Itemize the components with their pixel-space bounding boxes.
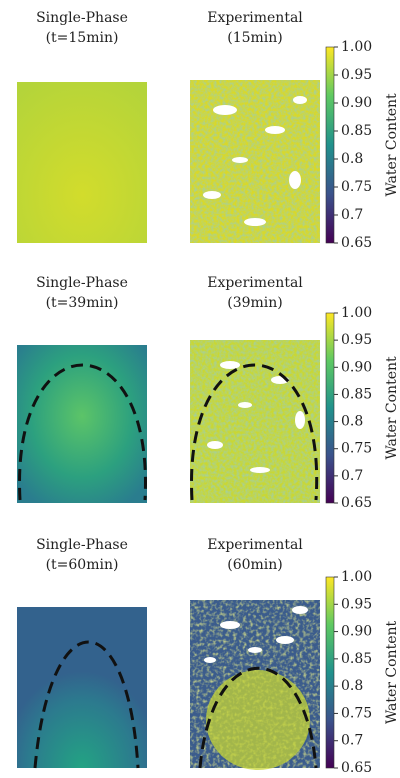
colorbar-tick-label: 0.85 — [341, 386, 372, 402]
colorbar-tick-label: 0.75 — [341, 179, 372, 195]
colorbar-label: Water Content — [384, 620, 400, 724]
panel-title: (t=39min) — [46, 295, 119, 311]
colorbar-tick-label: 0.65 — [341, 760, 372, 776]
front-curve — [190, 363, 319, 501]
colorbar-tick-label: 0.8 — [341, 678, 363, 694]
colorbar-tick-label: 0.95 — [341, 596, 372, 612]
colorbar-tick-label: 0.95 — [341, 332, 372, 348]
panel-title: Experimental — [207, 10, 303, 26]
row-2 — [17, 340, 320, 503]
colorbar-tick-label: 1.00 — [341, 305, 372, 321]
pores — [204, 606, 308, 663]
panel-title: Experimental — [207, 275, 303, 291]
simulation-map — [17, 82, 147, 243]
row-1 — [17, 80, 320, 243]
colorbar-tick-label: 0.75 — [341, 441, 372, 457]
colorbar — [325, 312, 335, 504]
colorbar-tick-label: 0.90 — [341, 359, 372, 375]
colorbar-tick-label: 0.65 — [341, 495, 372, 511]
colorbar-tick-label: 0.85 — [341, 651, 372, 667]
panel-title: Single-Phase — [36, 10, 128, 26]
colorbar-label: Water Content — [384, 356, 400, 460]
colorbar-tick-label: 0.65 — [341, 235, 372, 251]
row-3 — [17, 600, 320, 770]
colorbar-tick-label: 0.90 — [341, 624, 372, 640]
colorbar — [325, 576, 335, 769]
colorbar-tick-label: 0.7 — [341, 468, 363, 484]
panel-title: Experimental — [207, 537, 303, 553]
front-curve — [33, 640, 140, 769]
front-curve — [198, 667, 318, 769]
wet-region — [206, 670, 310, 770]
panel-title: (39min) — [227, 295, 283, 311]
pores — [203, 96, 307, 226]
panel-title: Single-Phase — [36, 275, 128, 291]
colorbar-tick-label: 0.90 — [341, 95, 372, 111]
simulation-map — [17, 345, 147, 503]
colorbar-tick-label: 0.8 — [341, 151, 363, 167]
colorbar-tick-label: 0.95 — [341, 67, 372, 83]
colorbar-tick-label: 0.75 — [341, 705, 372, 721]
colorbar-tick-label: 0.8 — [341, 414, 363, 430]
panel-title: (t=15min) — [46, 30, 119, 46]
colorbar — [325, 46, 335, 244]
colorbar-tick-label: 0.7 — [341, 733, 363, 749]
colorbar-tick-label: 1.00 — [341, 569, 372, 585]
panel-title: (15min) — [227, 30, 283, 46]
colorbar-tick-label: 0.85 — [341, 123, 372, 139]
experiment-texture — [190, 80, 320, 243]
panel-title: (60min) — [227, 557, 283, 573]
panel-title: Single-Phase — [36, 537, 128, 553]
panel-title: (t=60min) — [46, 557, 119, 573]
colorbar-label: Water Content — [384, 93, 400, 197]
front-curve — [18, 363, 147, 501]
colorbar-tick-label: 0.7 — [341, 207, 363, 223]
colorbar-tick-label: 1.00 — [341, 39, 372, 55]
